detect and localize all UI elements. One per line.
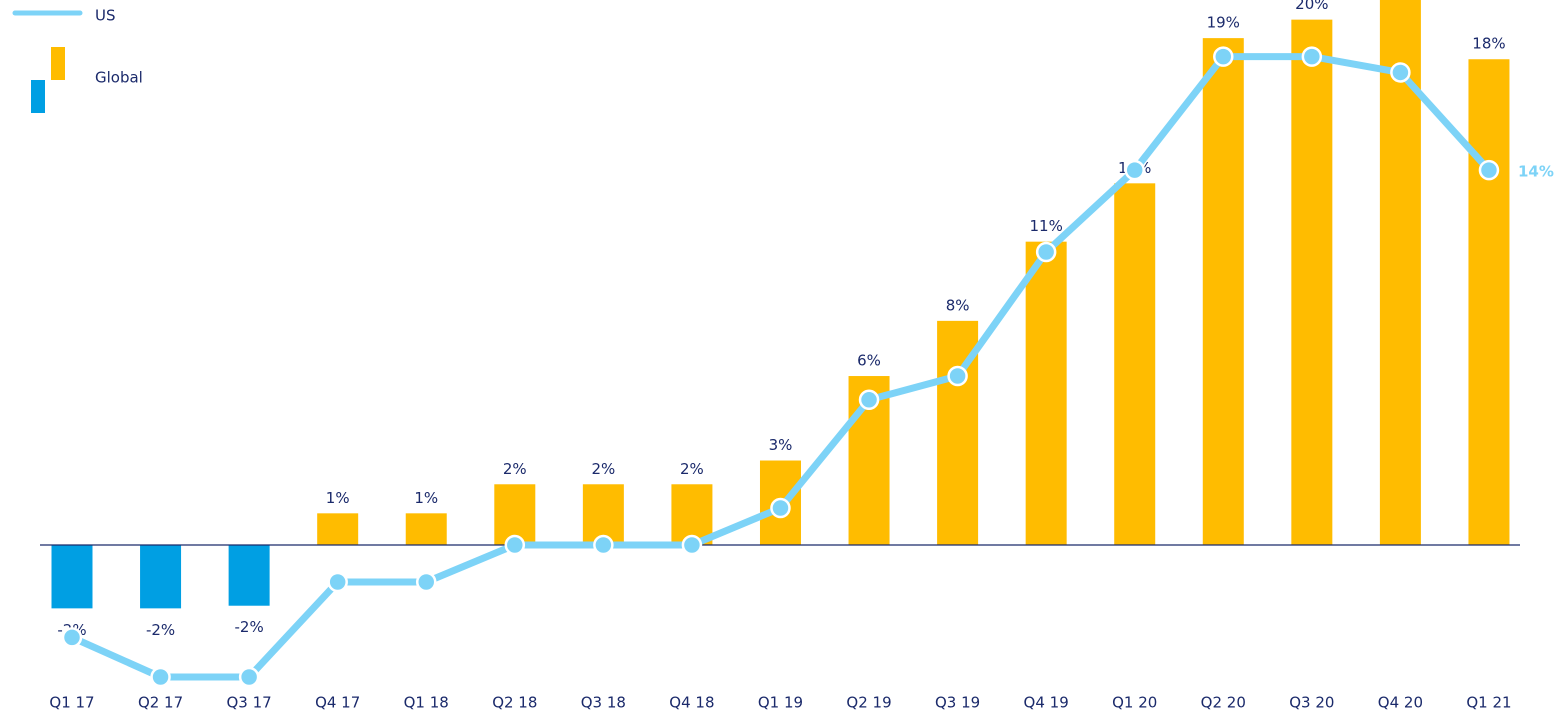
line-marker <box>504 534 526 556</box>
data-label: 6% <box>857 352 881 370</box>
x-tick-label: Q2 18 <box>492 694 537 712</box>
data-label: 1% <box>326 489 350 507</box>
x-tick-label: Q4 20 <box>1378 694 1423 712</box>
data-label: 2% <box>680 460 704 478</box>
legend-swatch <box>51 47 65 80</box>
x-tick-label: Q3 19 <box>935 694 980 712</box>
line-marker <box>415 571 437 593</box>
data-label: 8% <box>946 296 970 314</box>
end-label: 14% <box>1518 163 1554 181</box>
x-tick-label: Q4 18 <box>669 694 714 712</box>
line-marker <box>858 389 880 411</box>
line <box>70 53 1492 681</box>
bar <box>317 513 359 545</box>
line-marker <box>1213 46 1234 67</box>
bar <box>228 545 270 606</box>
data-label: 19% <box>1207 14 1240 32</box>
x-tick-label: Q2 20 <box>1201 694 1246 712</box>
line-marker <box>593 534 614 556</box>
line-marker <box>770 497 791 519</box>
data-label: 2% <box>591 460 615 478</box>
data-label: 2% <box>503 460 527 478</box>
data-label: -2% <box>235 618 264 636</box>
x-tick-label: Q4 17 <box>315 694 360 712</box>
x-tick-label: Q1 20 <box>1112 694 1157 712</box>
data-label: 1% <box>414 489 438 507</box>
x-tick-label: Q2 19 <box>846 694 891 712</box>
bar <box>51 545 93 609</box>
x-tick-label: Q1 18 <box>404 694 449 712</box>
data-label: 3% <box>769 436 793 454</box>
bar <box>1025 241 1067 545</box>
x-tick-label: Q1 17 <box>49 694 94 712</box>
bar <box>405 513 447 545</box>
legend-label: Global <box>95 69 143 87</box>
data-label: 20% <box>1295 0 1328 13</box>
line-marker <box>327 571 348 593</box>
x-tick-label: Q2 17 <box>138 694 183 712</box>
data-label: -2% <box>146 621 175 639</box>
bar <box>1468 59 1510 546</box>
line-marker <box>947 365 968 387</box>
bar <box>1291 19 1333 545</box>
bar <box>1114 183 1156 545</box>
legend-swatch <box>31 80 45 113</box>
x-tick-label: Q3 17 <box>227 694 272 712</box>
bar <box>140 545 182 609</box>
data-label: 11% <box>1029 217 1062 235</box>
line-marker <box>1124 159 1145 181</box>
x-tick-label: Q3 20 <box>1289 694 1334 712</box>
x-tick-label: Q1 21 <box>1466 694 1511 712</box>
bar <box>1202 38 1244 546</box>
line-marker <box>61 627 83 648</box>
line-marker <box>1301 46 1323 67</box>
line-marker <box>1035 241 1057 263</box>
data-label: 18% <box>1472 35 1505 53</box>
line-marker <box>1478 159 1500 181</box>
line-marker <box>150 666 171 688</box>
legend-label: US <box>95 7 116 25</box>
x-tick-label: Q3 18 <box>581 694 626 712</box>
x-tick-label: Q4 19 <box>1024 694 1069 712</box>
line-marker <box>1390 62 1411 83</box>
line-marker <box>238 666 260 688</box>
x-tick-label: Q1 19 <box>758 694 803 712</box>
line-marker <box>681 534 703 556</box>
